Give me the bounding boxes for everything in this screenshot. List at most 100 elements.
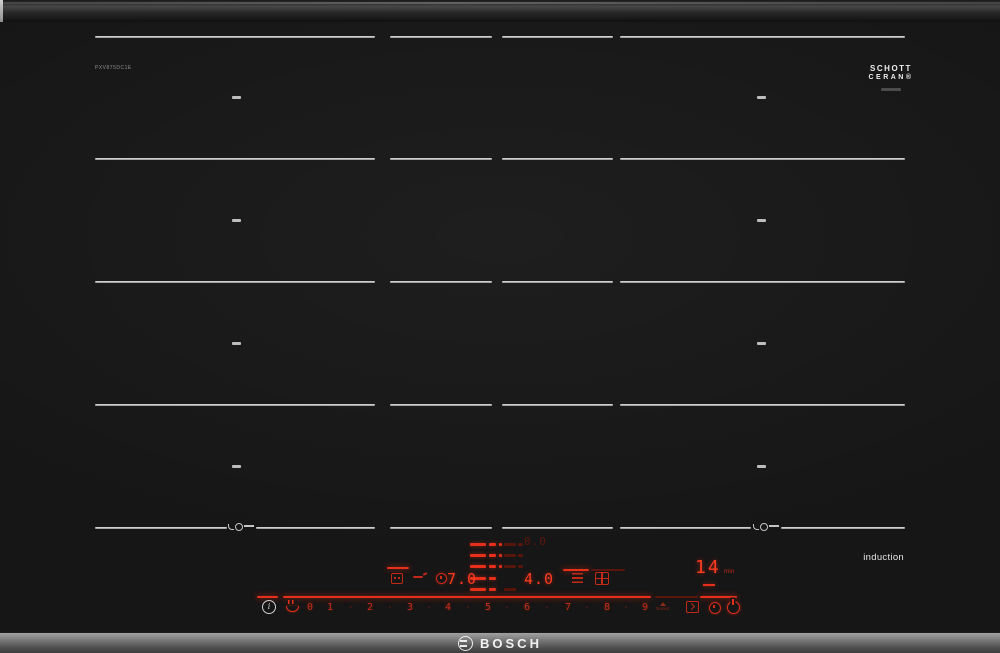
slider-level-5[interactable]: 5 xyxy=(484,602,492,613)
slider-level-0[interactable]: 0 xyxy=(306,602,314,613)
zone-line xyxy=(620,281,905,283)
zone-line xyxy=(390,158,492,160)
zone-center-mark xyxy=(232,342,241,345)
slider-line-segment xyxy=(257,596,278,598)
left-zone-power-display: 7.0 xyxy=(447,570,478,588)
slider-level-1[interactable]: 1 xyxy=(326,602,334,613)
zone-line xyxy=(390,404,492,406)
timer-display: 14 xyxy=(695,557,721,578)
top-bezel xyxy=(0,0,1000,22)
left-edge-highlight xyxy=(0,0,3,40)
minimap-segment xyxy=(489,543,496,546)
minimap-segment-dim xyxy=(504,554,516,557)
schott-logo-line1: SCHOTT xyxy=(870,64,912,73)
zone-line xyxy=(620,158,905,160)
zone-line xyxy=(620,404,905,406)
bosch-armature-icon xyxy=(458,636,474,651)
zone-line xyxy=(502,281,613,283)
pan-steam-icon[interactable] xyxy=(285,600,299,612)
minimap-segment-dim xyxy=(518,554,523,557)
zone-line xyxy=(502,404,613,406)
pan-line-glyph xyxy=(769,525,779,527)
slider-level-2[interactable]: 2 xyxy=(366,602,374,613)
pan-sensor-icon xyxy=(228,521,254,533)
minimap-segment xyxy=(489,588,496,591)
boost-triangle-icon xyxy=(660,602,666,606)
center-zone-power-display: 4.0 xyxy=(524,570,555,588)
timer-cursor xyxy=(703,584,715,586)
zone-line xyxy=(95,527,227,529)
zone-line xyxy=(502,158,613,160)
zone-line xyxy=(256,527,375,529)
pan-hook-glyph xyxy=(753,524,759,530)
minimap-segment-dim xyxy=(518,565,523,568)
timer-key-icon[interactable] xyxy=(709,602,721,614)
minimap-dot xyxy=(499,565,502,568)
slider-dot: · xyxy=(623,603,629,613)
zone-center-mark xyxy=(757,219,766,222)
zone-line xyxy=(781,527,905,529)
pan-sensor-icon xyxy=(753,521,779,533)
power-move-icon[interactable] xyxy=(391,573,403,584)
frying-sensor-icon[interactable] xyxy=(413,572,427,580)
slider-level-3[interactable]: 3 xyxy=(406,602,414,613)
slider-dot: · xyxy=(504,603,510,613)
pan-circle-glyph xyxy=(760,523,768,531)
zone-power-display-dim: 0.0 xyxy=(524,535,547,548)
zone-line xyxy=(95,281,375,283)
zone-line xyxy=(502,36,613,38)
minimap-segment xyxy=(470,565,486,568)
bosch-wordmark: BOSCH xyxy=(480,636,542,651)
power-levels-icon[interactable] xyxy=(572,573,583,583)
zone-line xyxy=(390,281,492,283)
schott-logo-line2: CERAN® xyxy=(868,74,914,81)
zone-center-mark xyxy=(757,342,766,345)
move-pot-icon[interactable] xyxy=(686,601,699,613)
slider-dot: · xyxy=(544,603,550,613)
slider-level-6[interactable]: 6 xyxy=(523,602,531,613)
slider-level-8[interactable]: 8 xyxy=(603,602,611,613)
minimap-segment xyxy=(470,554,486,557)
zone-timer-icon[interactable] xyxy=(436,573,447,584)
zone-center-mark xyxy=(232,96,241,99)
zone-center-mark xyxy=(757,96,766,99)
flexzone-icon[interactable] xyxy=(595,572,609,585)
slider-line-segment xyxy=(283,596,651,598)
pan-line-glyph xyxy=(244,525,254,527)
slider-dot: · xyxy=(584,603,590,613)
minimap-dot xyxy=(499,554,502,557)
info-icon[interactable]: i xyxy=(262,600,276,614)
minimap-dot xyxy=(499,543,502,546)
schott-ceran-logo: SCHOTT CERAN® xyxy=(858,64,924,91)
power-key-icon[interactable] xyxy=(727,599,740,614)
boost-key[interactable]: boost xyxy=(652,602,674,612)
minimap-segment xyxy=(470,543,486,546)
model-number: PXV875DC1E xyxy=(95,65,132,71)
slider-level-9[interactable]: 9 xyxy=(641,602,649,613)
induction-label: induction xyxy=(863,552,904,563)
zone-line xyxy=(620,527,751,529)
slider-level-4[interactable]: 4 xyxy=(444,602,452,613)
slider-line-segment-dim xyxy=(655,596,698,598)
zone-line xyxy=(95,36,375,38)
zone-center-mark xyxy=(757,465,766,468)
minimap-segment-dim xyxy=(518,543,523,546)
slider-level-7[interactable]: 7 xyxy=(564,602,572,613)
pan-circle-glyph xyxy=(235,523,243,531)
schott-fineprint xyxy=(881,88,901,91)
zone-line xyxy=(95,158,375,160)
minimap-segment-dim xyxy=(504,543,516,546)
zone-indicator-line xyxy=(387,567,409,569)
boost-label: boost xyxy=(656,607,670,612)
slider-line-segment xyxy=(700,596,737,598)
slider-dot: · xyxy=(426,603,432,613)
zone-line xyxy=(390,527,492,529)
minimap-segment xyxy=(489,554,496,557)
minimap-segment xyxy=(489,565,496,568)
glass-surface: PXV875DC1E SCHOTT CERAN® induction xyxy=(0,22,1000,632)
pan-hook-glyph xyxy=(228,524,234,530)
minimap-segment-dim xyxy=(504,588,516,591)
zone-line xyxy=(620,36,905,38)
slider-dot: · xyxy=(387,603,393,613)
